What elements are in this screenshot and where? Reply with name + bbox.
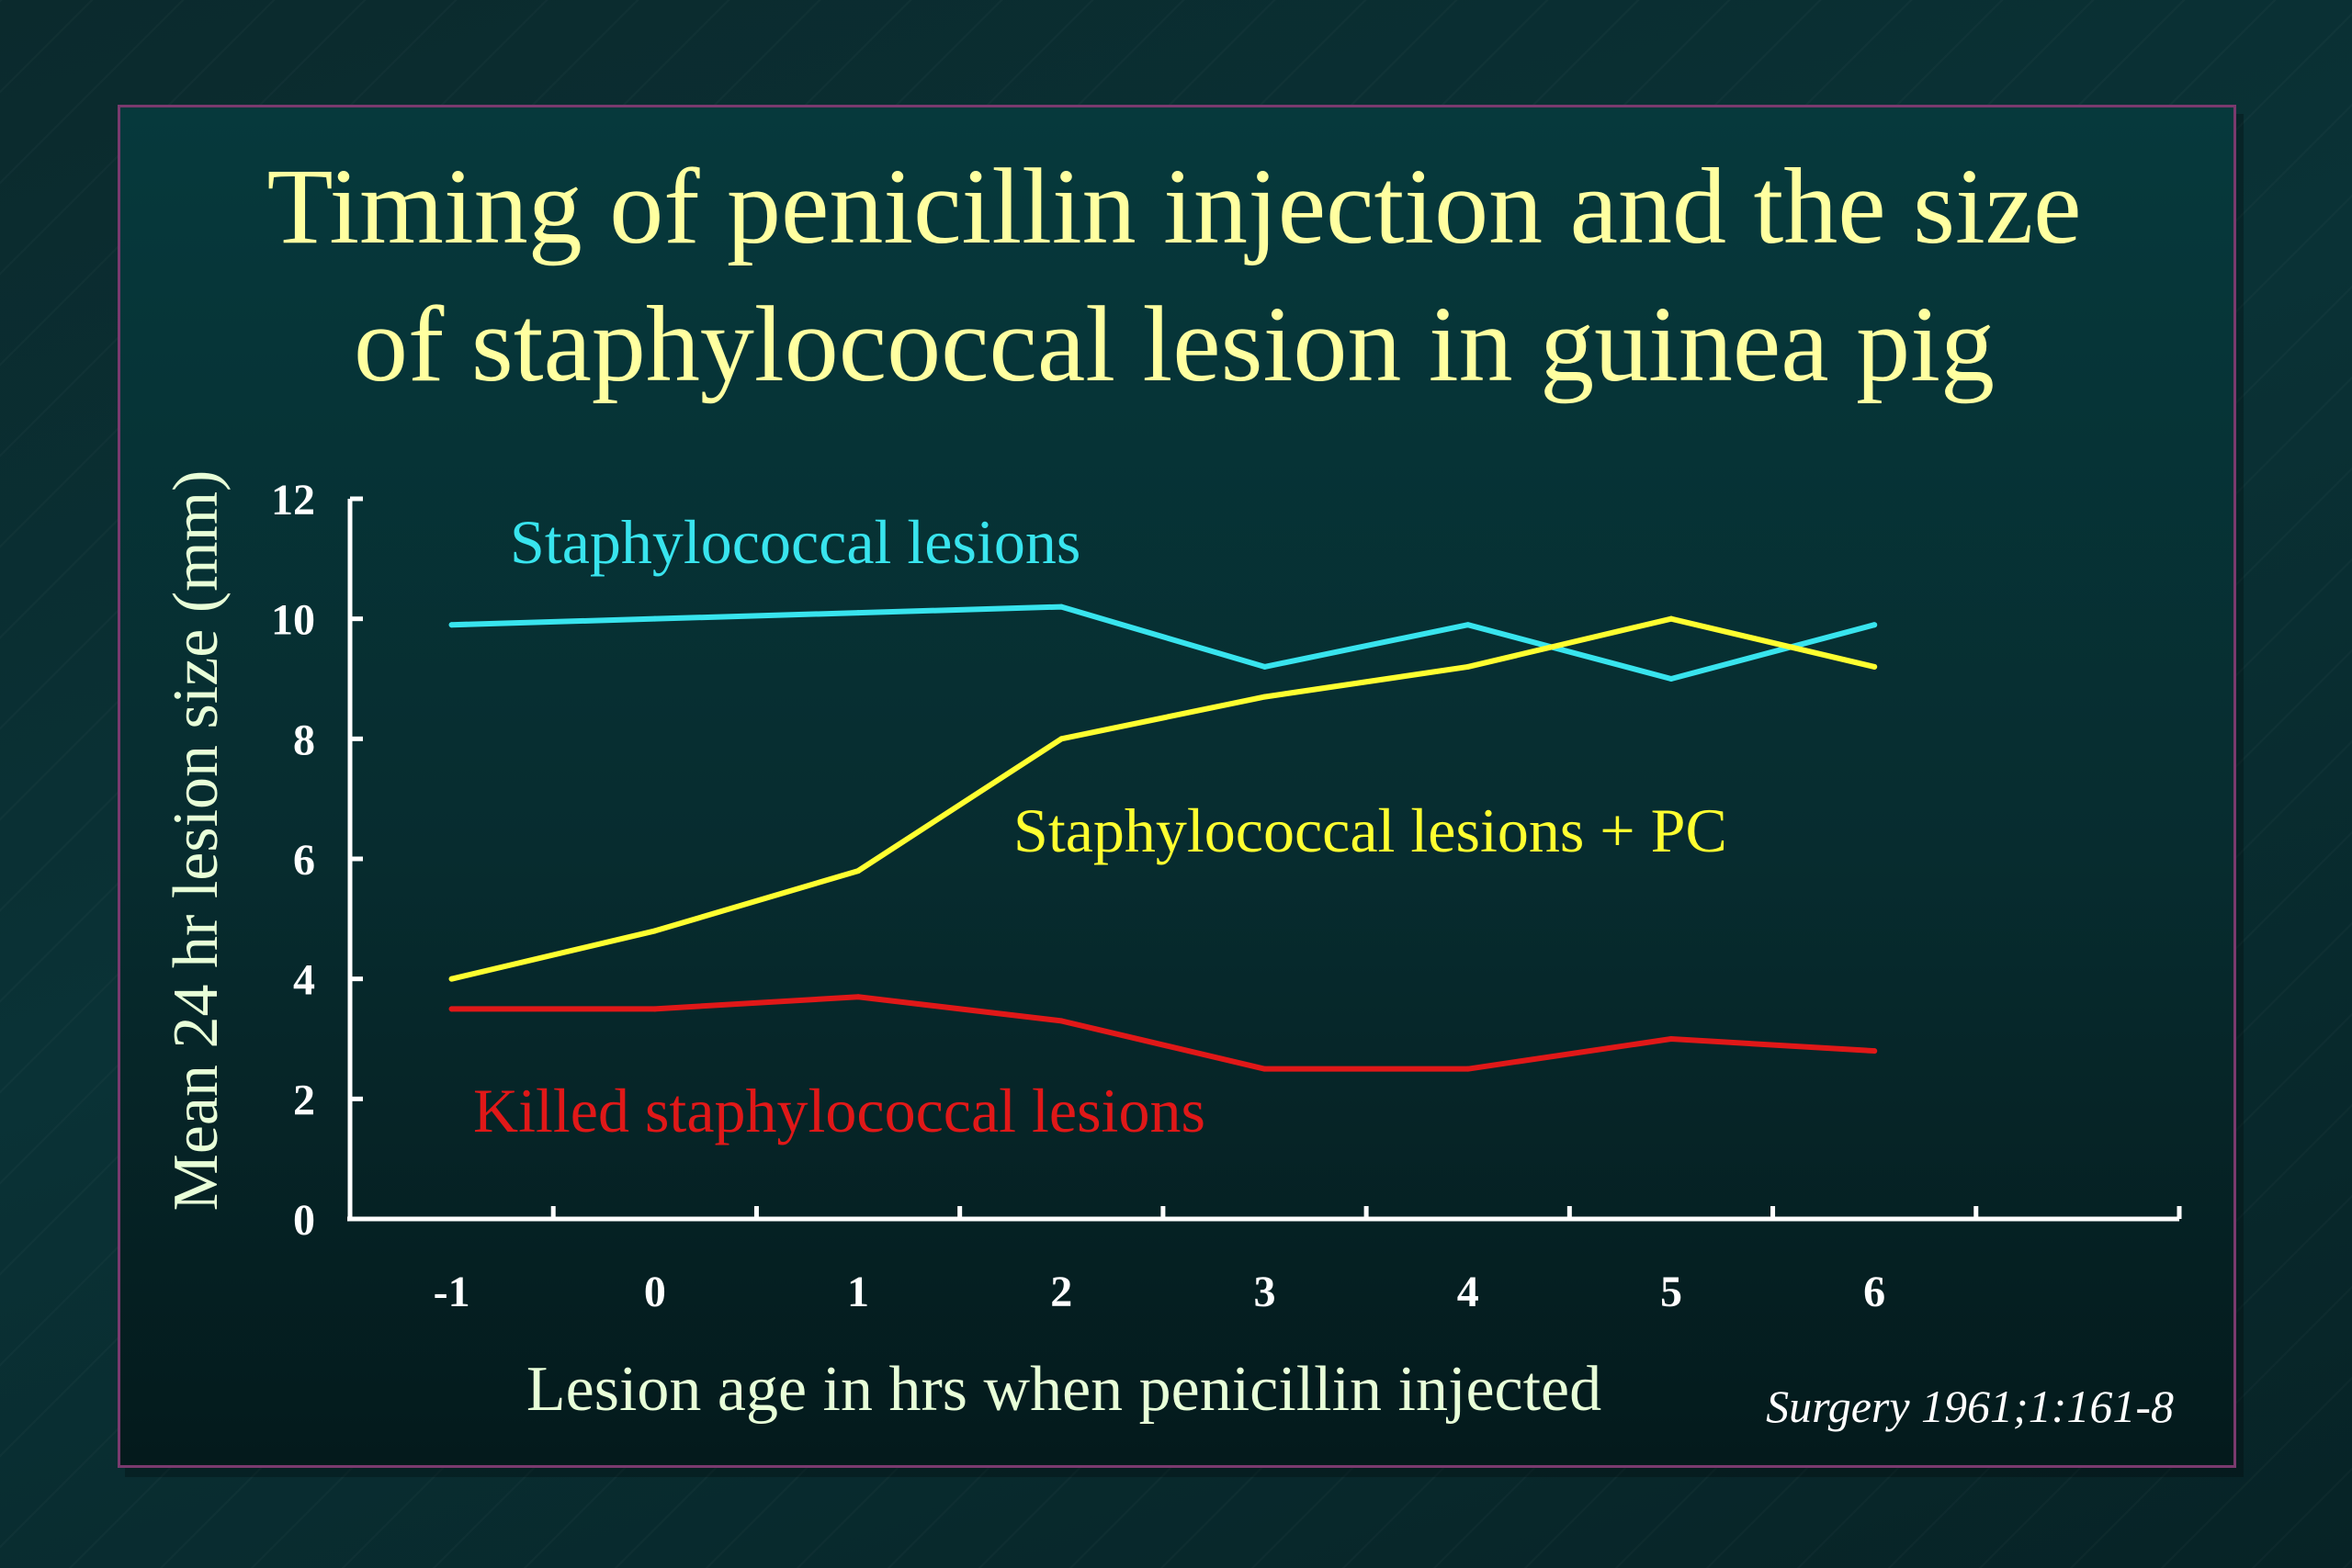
y-tick-label: 10 (271, 596, 315, 645)
citation: Surgery 1961;1:161-8 (1766, 1381, 2174, 1432)
x-ticks: -1 0 1 2 3 4 5 6 (347, 1206, 2182, 1316)
data-point (855, 994, 862, 1000)
slide-panel (118, 105, 2236, 1468)
x-tick-label: 2 (1050, 1268, 1072, 1316)
data-point (1668, 615, 1674, 622)
y-tick-label: 8 (293, 716, 315, 764)
y-tick-label: 0 (293, 1196, 315, 1245)
data-point (1261, 1066, 1268, 1072)
x-tick-label: 5 (1660, 1268, 1682, 1316)
title-line-1: Timing of penicillin injection and the s… (266, 146, 2082, 266)
data-point (651, 928, 658, 934)
y-ticks: 0 2 4 6 8 10 12 (271, 476, 363, 1245)
x-tick-label: 4 (1457, 1268, 1479, 1316)
data-point (1058, 1018, 1065, 1024)
data-point (651, 1006, 658, 1012)
x-axis-label: Lesion age in hrs when penicillin inject… (526, 1354, 1601, 1425)
x-tick-label: -1 (434, 1268, 470, 1316)
y-axis-label: Mean 24 hr lesion size (mm) (161, 470, 232, 1212)
y-tick-label: 2 (293, 1076, 315, 1124)
y-tick-label: 12 (271, 476, 315, 525)
series-labels: Staphylococcal lesions Staphylococcal le… (473, 507, 1727, 1145)
data-point (448, 622, 455, 628)
x-tick-label: 6 (1863, 1268, 1885, 1316)
data-point (1464, 663, 1471, 670)
data-point (855, 610, 862, 616)
data-point (1668, 676, 1674, 682)
series-lines (448, 604, 1878, 1072)
data-point (651, 615, 658, 622)
slide-title: Timing of penicillin injection and the s… (118, 138, 2231, 413)
data-point (1871, 1048, 1878, 1055)
series-label-staphylococcal: Staphylococcal lesions (510, 507, 1080, 577)
data-point (1871, 622, 1878, 628)
x-tick-label: 1 (847, 1268, 869, 1316)
series-line-staphylococcal-pc (448, 615, 1878, 982)
data-point (1668, 1036, 1674, 1042)
data-point (448, 1006, 455, 1012)
series-label-killed: Killed staphylococcal lesions (473, 1076, 1205, 1145)
data-point (1871, 663, 1878, 670)
data-point (855, 868, 862, 874)
data-point (1261, 663, 1268, 670)
data-point (1058, 604, 1065, 610)
series-label-staphylococcal-pc: Staphylococcal lesions + PC (1013, 795, 1727, 865)
data-point (1464, 622, 1471, 628)
x-tick-label: 3 (1254, 1268, 1276, 1316)
y-tick-label: 4 (293, 956, 315, 1005)
data-point (1261, 694, 1268, 700)
data-point (1464, 1066, 1471, 1072)
series-line-killed (448, 994, 1878, 1072)
x-tick-label: 0 (644, 1268, 666, 1316)
series-line-staphylococcal (448, 604, 1878, 682)
data-point (448, 976, 455, 982)
data-point (1058, 736, 1065, 742)
y-tick-label: 6 (293, 836, 315, 885)
title-line-2: of staphylococcal lesion in guinea pig (354, 284, 1995, 404)
